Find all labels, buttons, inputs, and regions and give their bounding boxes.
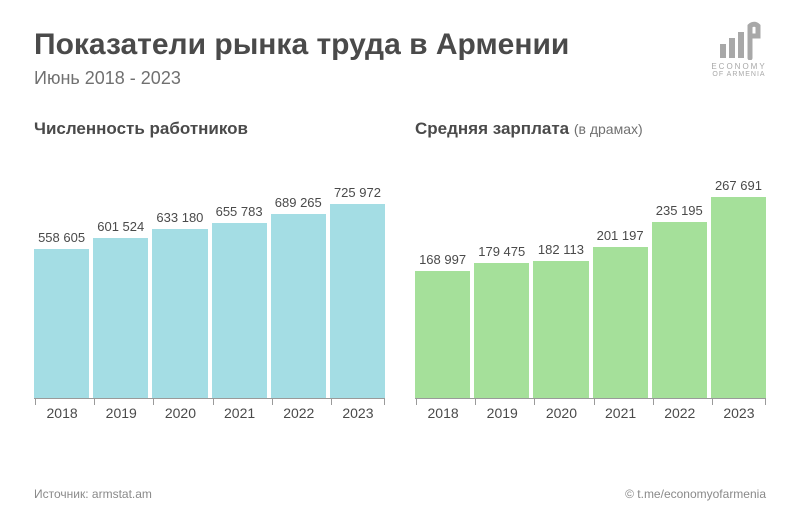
- xtick: 2022: [652, 399, 707, 421]
- xtick: 2023: [330, 399, 385, 421]
- bar-value-label: 689 265: [271, 195, 326, 210]
- chart-salary: Средняя зарплата (в драмах) 168 997 179 4…: [415, 119, 766, 421]
- bars-area-left: 558 605 601 524 633 180 655 783 689 265 725 9…: [34, 159, 385, 399]
- bar-value-label: 633 180: [152, 210, 207, 225]
- bar-wrap: 601 524: [93, 159, 148, 398]
- logo: ECONOMY OF ARMENIA: [706, 20, 772, 86]
- bar-wrap: 235 195: [652, 159, 707, 398]
- chart-employees: Численность работников 558 605 601 524 633…: [34, 119, 385, 421]
- bar-value-label: 558 605: [34, 230, 89, 245]
- chart-title-right: Средняя зарплата (в драмах): [415, 119, 766, 139]
- chart-unit-right: (в драмах): [574, 121, 643, 137]
- xtick: 2023: [711, 399, 766, 421]
- xtick: 2019: [93, 399, 148, 421]
- bars-area-right: 168 997 179 475 182 113 201 197 235 195 267 6…: [415, 159, 766, 399]
- bar: [711, 197, 766, 398]
- bar-wrap: 179 475: [474, 159, 529, 398]
- bar-value-label: 182 113: [533, 242, 588, 257]
- bar: [474, 263, 529, 398]
- logo-icon: [716, 20, 762, 60]
- bar-value-label: 655 783: [212, 204, 267, 219]
- bar: [34, 249, 89, 398]
- bar: [212, 223, 267, 398]
- source-name: armstat.am: [92, 487, 152, 501]
- xtick: 2022: [271, 399, 326, 421]
- page-subtitle: Июнь 2018 - 2023: [34, 68, 766, 89]
- charts-container: Численность работников 558 605 601 524 633…: [0, 89, 800, 421]
- bar-wrap: 633 180: [152, 159, 207, 398]
- bar-wrap: 655 783: [212, 159, 267, 398]
- bar: [593, 247, 648, 398]
- bar-wrap: 267 691: [711, 159, 766, 398]
- xaxis-right: 201820192020202120222023: [415, 399, 766, 421]
- bar-value-label: 267 691: [711, 178, 766, 193]
- bar-wrap: 182 113: [533, 159, 588, 398]
- footer: Источник: armstat.am © t.me/economyofarm…: [34, 487, 766, 501]
- source-prefix: Источник:: [34, 487, 89, 501]
- header: Показатели рынка труда в Армении Июнь 20…: [0, 0, 800, 89]
- bar-value-label: 235 195: [652, 203, 707, 218]
- xtick: 2018: [34, 399, 89, 421]
- bar-wrap: 558 605: [34, 159, 89, 398]
- bar: [533, 261, 588, 398]
- xtick: 2021: [593, 399, 648, 421]
- chart-title-left: Численность работников: [34, 119, 385, 139]
- bar-value-label: 601 524: [93, 219, 148, 234]
- bar: [330, 204, 385, 398]
- xaxis-left: 201820192020202120222023: [34, 399, 385, 421]
- bar: [93, 238, 148, 398]
- xtick: 2020: [533, 399, 588, 421]
- credit: © t.me/economyofarmenia: [625, 487, 766, 501]
- chart-title-text: Численность работников: [34, 119, 248, 138]
- xtick: 2019: [474, 399, 529, 421]
- bar-wrap: 168 997: [415, 159, 470, 398]
- logo-text-1: ECONOMY: [706, 62, 772, 71]
- bar-wrap: 201 197: [593, 159, 648, 398]
- xtick: 2021: [212, 399, 267, 421]
- chart-title-text: Средняя зарплата: [415, 119, 569, 138]
- xtick: 2018: [415, 399, 470, 421]
- bar-wrap: 689 265: [271, 159, 326, 398]
- source: Источник: armstat.am: [34, 487, 152, 501]
- bar-value-label: 168 997: [415, 252, 470, 267]
- bar-value-label: 201 197: [593, 228, 648, 243]
- xtick: 2020: [152, 399, 207, 421]
- bar: [415, 271, 470, 398]
- bar-value-label: 179 475: [474, 244, 529, 259]
- bar-value-label: 725 972: [330, 185, 385, 200]
- bar: [271, 214, 326, 398]
- bar: [152, 229, 207, 398]
- bar-wrap: 725 972: [330, 159, 385, 398]
- logo-text-2: OF ARMENIA: [706, 71, 772, 78]
- bar: [652, 222, 707, 398]
- page-title: Показатели рынка труда в Армении: [34, 28, 766, 62]
